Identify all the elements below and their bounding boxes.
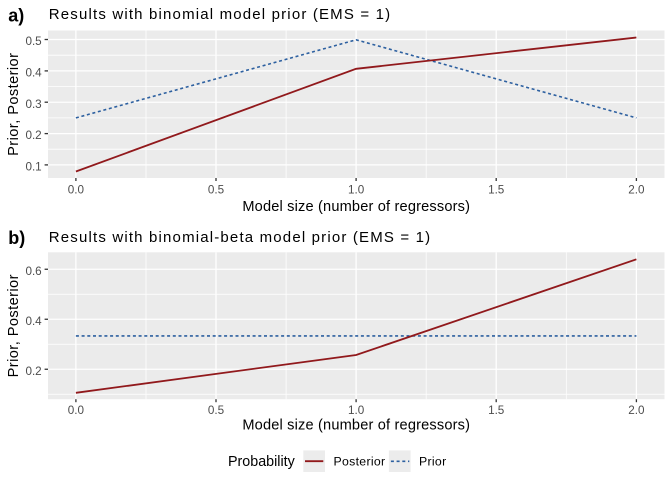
svg-text:Prior, Posterior: Prior, Posterior [6, 274, 22, 377]
svg-text:1.0: 1.0 [348, 184, 365, 197]
svg-text:1.5: 1.5 [488, 184, 505, 197]
svg-text:0.4: 0.4 [25, 315, 42, 328]
svg-text:b): b) [8, 228, 25, 248]
svg-text:Results with binomial model pr: Results with binomial model prior (EMS =… [49, 6, 392, 23]
svg-text:a): a) [8, 6, 24, 26]
svg-text:0.5: 0.5 [25, 35, 42, 48]
svg-text:Prior, Posterior: Prior, Posterior [6, 53, 22, 156]
svg-text:0.1: 0.1 [25, 161, 41, 174]
svg-text:0.0: 0.0 [68, 184, 85, 197]
svg-text:Model size (number of regresso: Model size (number of regressors) [242, 418, 470, 434]
svg-text:0.6: 0.6 [25, 265, 41, 278]
svg-text:0.3: 0.3 [25, 98, 41, 111]
svg-text:Prior: Prior [419, 454, 446, 468]
svg-text:0.2: 0.2 [25, 129, 41, 142]
svg-text:0.4: 0.4 [25, 67, 42, 80]
svg-text:0.0: 0.0 [68, 404, 85, 417]
svg-text:1.0: 1.0 [348, 404, 365, 417]
svg-text:Results with binomial-beta mod: Results with binomial-beta model prior (… [49, 229, 432, 246]
svg-text:1.5: 1.5 [488, 404, 505, 417]
svg-text:2.0: 2.0 [628, 404, 645, 417]
svg-text:2.0: 2.0 [628, 184, 645, 197]
svg-text:Model size (number of regresso: Model size (number of regressors) [242, 199, 470, 215]
svg-text:Posterior: Posterior [334, 455, 386, 469]
svg-text:0.2: 0.2 [25, 365, 41, 378]
svg-text:Probability: Probability [228, 454, 296, 470]
svg-text:0.5: 0.5 [208, 404, 225, 417]
svg-text:0.5: 0.5 [208, 184, 225, 197]
